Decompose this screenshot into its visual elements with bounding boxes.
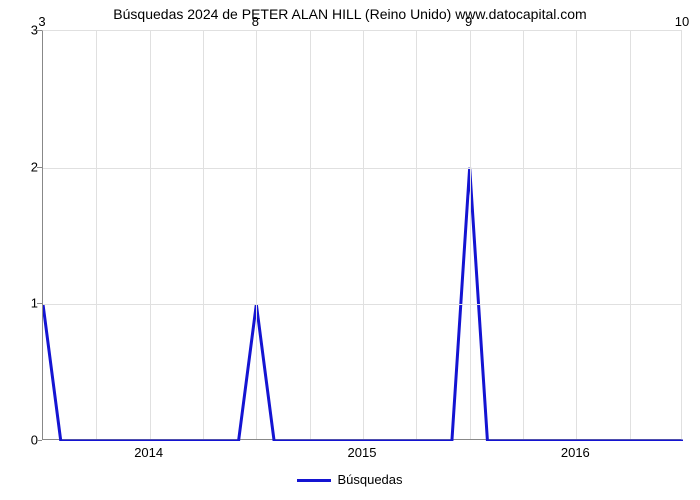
grid-line-v: [576, 31, 577, 439]
grid-line-v: [363, 31, 364, 439]
grid-line-v: [203, 31, 204, 439]
x-year-label: 2016: [561, 445, 590, 460]
grid-line-v: [150, 31, 151, 439]
grid-line-h: [43, 168, 681, 169]
grid-line-v: [470, 31, 471, 439]
x-top-label: 8: [252, 14, 259, 29]
plot-area: [42, 30, 682, 440]
y-tick-mark: [37, 30, 42, 31]
grid-line-v: [96, 31, 97, 439]
y-tick-mark: [37, 303, 42, 304]
y-tick-mark: [37, 440, 42, 441]
legend-label: Búsquedas: [337, 472, 402, 487]
legend: Búsquedas: [0, 472, 700, 487]
x-top-label: 10: [675, 14, 689, 29]
x-top-label: 9: [465, 14, 472, 29]
chart-title: Búsquedas 2024 de PETER ALAN HILL (Reino…: [0, 6, 700, 22]
grid-line-v: [523, 31, 524, 439]
grid-line-v: [256, 31, 257, 439]
y-tick-mark: [37, 167, 42, 168]
x-year-label: 2015: [348, 445, 377, 460]
grid-line-v: [630, 31, 631, 439]
grid-line-v: [310, 31, 311, 439]
grid-line-v: [416, 31, 417, 439]
x-top-label: 3: [38, 14, 45, 29]
chart-container: Búsquedas 2024 de PETER ALAN HILL (Reino…: [0, 0, 700, 500]
grid-line-h: [43, 304, 681, 305]
legend-swatch: [297, 479, 331, 482]
x-year-label: 2014: [134, 445, 163, 460]
